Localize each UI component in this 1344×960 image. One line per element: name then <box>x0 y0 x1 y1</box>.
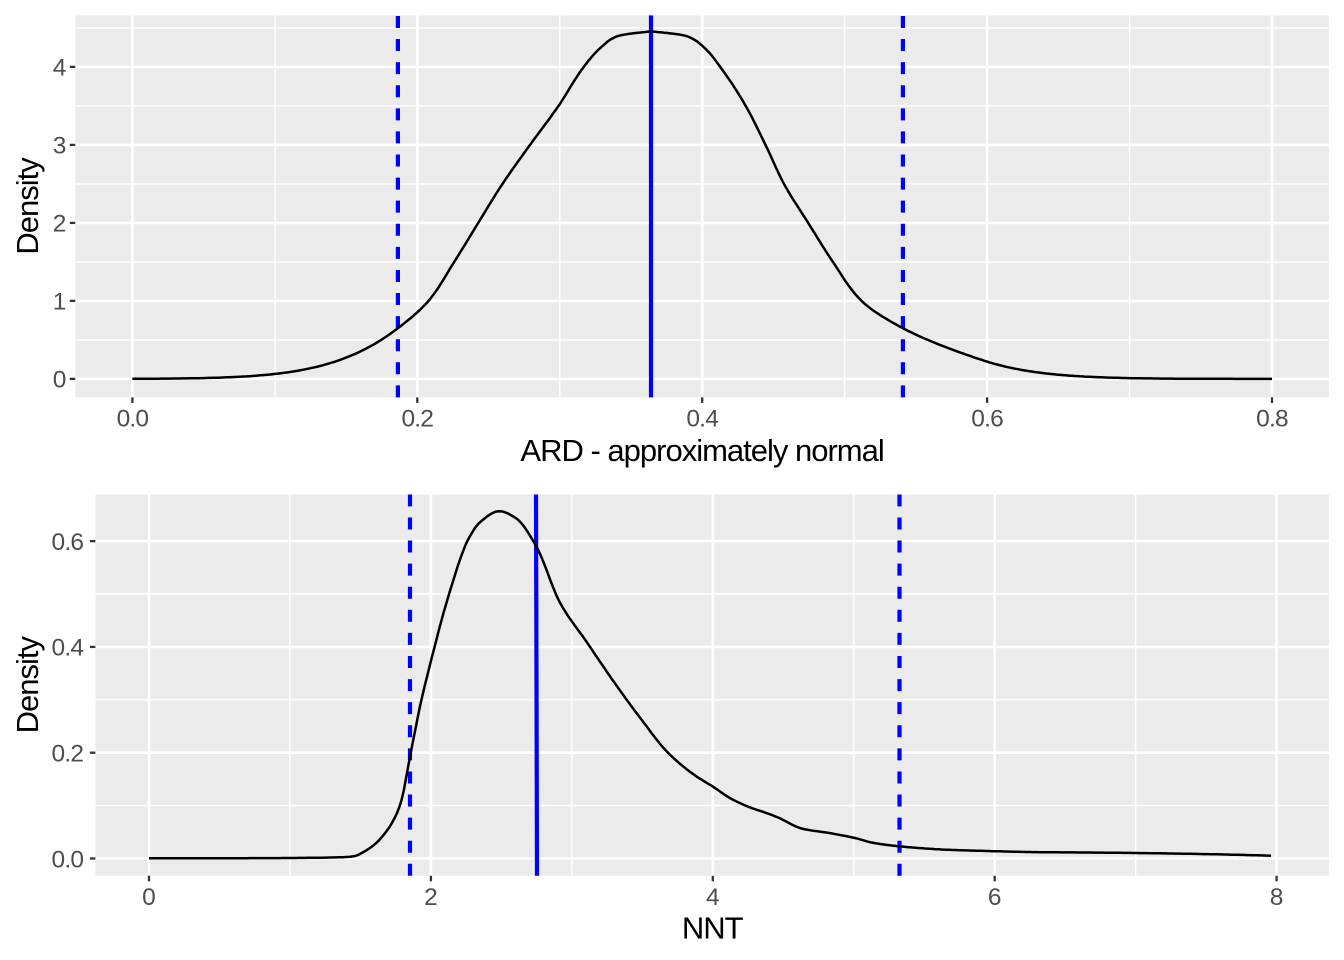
svg-text:0: 0 <box>53 367 67 394</box>
svg-text:0.6: 0.6 <box>971 406 1003 433</box>
svg-text:0.6: 0.6 <box>52 529 84 556</box>
svg-text:4: 4 <box>706 884 720 911</box>
svg-text:Density: Density <box>10 636 45 734</box>
svg-text:6: 6 <box>988 884 1002 911</box>
svg-text:0.0: 0.0 <box>52 846 84 873</box>
svg-text:3: 3 <box>53 133 67 160</box>
svg-text:0.0: 0.0 <box>117 406 149 433</box>
svg-text:1: 1 <box>53 289 67 316</box>
svg-text:2: 2 <box>53 211 67 238</box>
svg-text:0.4: 0.4 <box>52 635 84 662</box>
svg-text:2: 2 <box>424 884 438 911</box>
svg-text:0.8: 0.8 <box>1256 406 1288 433</box>
svg-text:0.2: 0.2 <box>52 741 84 768</box>
svg-text:Density: Density <box>10 157 45 255</box>
svg-text:8: 8 <box>1270 884 1284 911</box>
svg-text:0.4: 0.4 <box>686 406 718 433</box>
svg-text:ARD - approximately normal: ARD - approximately normal <box>520 433 883 468</box>
svg-text:NNT: NNT <box>682 911 744 946</box>
svg-text:0.2: 0.2 <box>401 406 433 433</box>
svg-text:4: 4 <box>53 55 67 82</box>
svg-text:0: 0 <box>142 884 156 911</box>
